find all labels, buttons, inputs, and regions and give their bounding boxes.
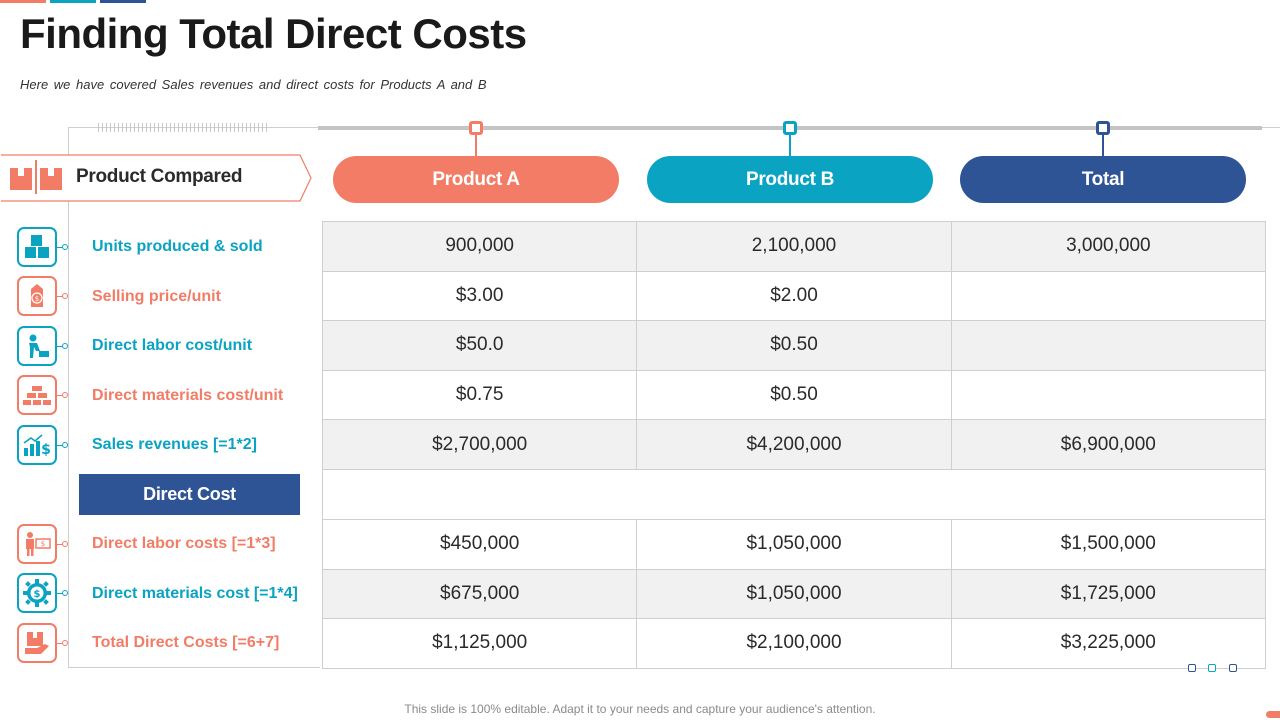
row-connector xyxy=(57,346,63,347)
product-compared-banner xyxy=(0,154,312,202)
row-connector xyxy=(57,296,63,297)
row-dot xyxy=(62,244,68,250)
data-table-bottom: $450,000 $1,050,000 $1,500,000 $675,000 … xyxy=(321,519,1267,669)
frame-line-left xyxy=(68,127,69,668)
worker-icon xyxy=(17,326,57,366)
column-header-total: Total xyxy=(960,156,1246,203)
row-label-units: Units produced & sold xyxy=(92,238,263,255)
bricks-icon xyxy=(17,375,57,415)
node-stem-product-a xyxy=(475,134,477,156)
row-connector xyxy=(57,247,63,248)
svg-text:$: $ xyxy=(35,295,39,303)
table-row: $675,000 $1,050,000 $1,725,000 xyxy=(321,568,1267,620)
row-connector xyxy=(57,643,63,644)
data-table-top: 900,000 2,100,000 3,000,000 $3.00 $2.00 … xyxy=(321,221,1267,470)
table-cell: $3.00 xyxy=(321,270,638,322)
corner-accent xyxy=(1266,711,1280,718)
table-cell xyxy=(950,320,1267,371)
ruler-ticks xyxy=(98,123,268,132)
row-dot xyxy=(62,640,68,646)
row-label-selling-price: Selling price/unit xyxy=(92,288,221,305)
row-label-labor-costs: Direct labor costs [=1*3] xyxy=(92,535,276,552)
row-label-labor-unit: Direct labor cost/unit xyxy=(92,337,253,354)
table-cell: $1,050,000 xyxy=(636,568,952,620)
frame-line-right xyxy=(1262,127,1280,128)
table-cell: 3,000,000 xyxy=(950,221,1267,272)
table-row: $3.00 $2.00 xyxy=(321,270,1267,322)
node-product-b xyxy=(783,121,797,135)
table-cell: $2,100,000 xyxy=(636,618,952,669)
row-dot xyxy=(62,392,68,398)
node-stem-product-b xyxy=(789,134,791,156)
table-cell: $450,000 xyxy=(321,519,638,570)
table-cell: 2,100,000 xyxy=(636,221,952,272)
node-stem-total xyxy=(1102,134,1104,156)
column-header-product-a: Product A xyxy=(333,156,619,203)
table-cell: $4,200,000 xyxy=(636,419,952,470)
table-cell: $1,725,000 xyxy=(950,568,1267,620)
row-dot xyxy=(62,293,68,299)
frame-line-bottom xyxy=(68,667,320,668)
table-cell: $0.50 xyxy=(636,369,952,421)
gear-dollar-icon: $ xyxy=(17,573,57,613)
table-cell: $1,500,000 xyxy=(950,519,1267,570)
node-product-a xyxy=(469,121,483,135)
top-strip-coral xyxy=(0,0,46,3)
table-cell: $50.0 xyxy=(321,320,638,371)
table-cell: $1,125,000 xyxy=(321,618,638,669)
row-label-materials-cost: Direct materials cost [=1*4] xyxy=(92,585,298,602)
column-header-product-b: Product B xyxy=(647,156,933,203)
page-title: Finding Total Direct Costs xyxy=(20,10,527,57)
row-label-total-direct: Total Direct Costs [=6+7] xyxy=(92,634,280,651)
table-row: $0.75 $0.50 xyxy=(321,369,1267,421)
table-cell: $1,050,000 xyxy=(636,519,952,570)
table-cell: $2.00 xyxy=(636,270,952,322)
table-row: 900,000 2,100,000 3,000,000 xyxy=(321,221,1267,272)
row-dot xyxy=(62,590,68,596)
row-label-materials-unit: Direct materials cost/unit xyxy=(92,387,284,404)
top-strip-navy xyxy=(100,0,146,3)
row-dot xyxy=(62,343,68,349)
product-compared-label: Product Compared xyxy=(76,166,243,187)
row-connector xyxy=(57,445,63,446)
table-gap xyxy=(322,469,1266,520)
price-tag-icon: $ xyxy=(17,276,57,316)
table-row: $450,000 $1,050,000 $1,500,000 xyxy=(321,519,1267,570)
growth-chart-icon: $ xyxy=(17,425,57,465)
page-subtitle: Here we have covered Sales revenues and … xyxy=(20,77,487,92)
svg-text:$: $ xyxy=(41,540,45,548)
table-row: $1,125,000 $2,100,000 $3,225,000 xyxy=(321,618,1267,669)
boxes-icon xyxy=(17,227,57,267)
row-dot xyxy=(62,541,68,547)
svg-text:$: $ xyxy=(41,442,51,457)
decor-square xyxy=(1188,664,1196,672)
decor-square xyxy=(1208,664,1216,672)
row-dot xyxy=(62,442,68,448)
row-label-sales-revenues: Sales revenues [=1*2] xyxy=(92,436,257,453)
table-cell: $3,225,000 xyxy=(950,618,1267,669)
node-total xyxy=(1096,121,1110,135)
table-row: $2,700,000 $4,200,000 $6,900,000 xyxy=(321,419,1267,470)
table-cell: $0.50 xyxy=(636,320,952,371)
row-connector xyxy=(57,395,63,396)
table-cell: $675,000 xyxy=(321,568,638,620)
table-row: $50.0 $0.50 xyxy=(321,320,1267,371)
table-cell: $6,900,000 xyxy=(950,419,1267,470)
table-cell: $2,700,000 xyxy=(321,419,638,470)
footer-note: This slide is 100% editable. Adapt it to… xyxy=(404,702,876,716)
top-strip-teal xyxy=(50,0,96,3)
svg-text:$: $ xyxy=(34,589,41,600)
boxes-compare-icon xyxy=(8,160,64,194)
table-cell xyxy=(950,369,1267,421)
row-connector xyxy=(57,593,63,594)
box-hand-icon xyxy=(17,623,57,663)
row-connector xyxy=(57,544,63,545)
decor-square xyxy=(1229,664,1237,672)
table-cell: 900,000 xyxy=(321,221,638,272)
table-cell: $0.75 xyxy=(321,369,638,421)
cashier-icon: $ xyxy=(17,524,57,564)
direct-cost-section-header: Direct Cost xyxy=(79,474,300,515)
table-cell xyxy=(950,270,1267,322)
